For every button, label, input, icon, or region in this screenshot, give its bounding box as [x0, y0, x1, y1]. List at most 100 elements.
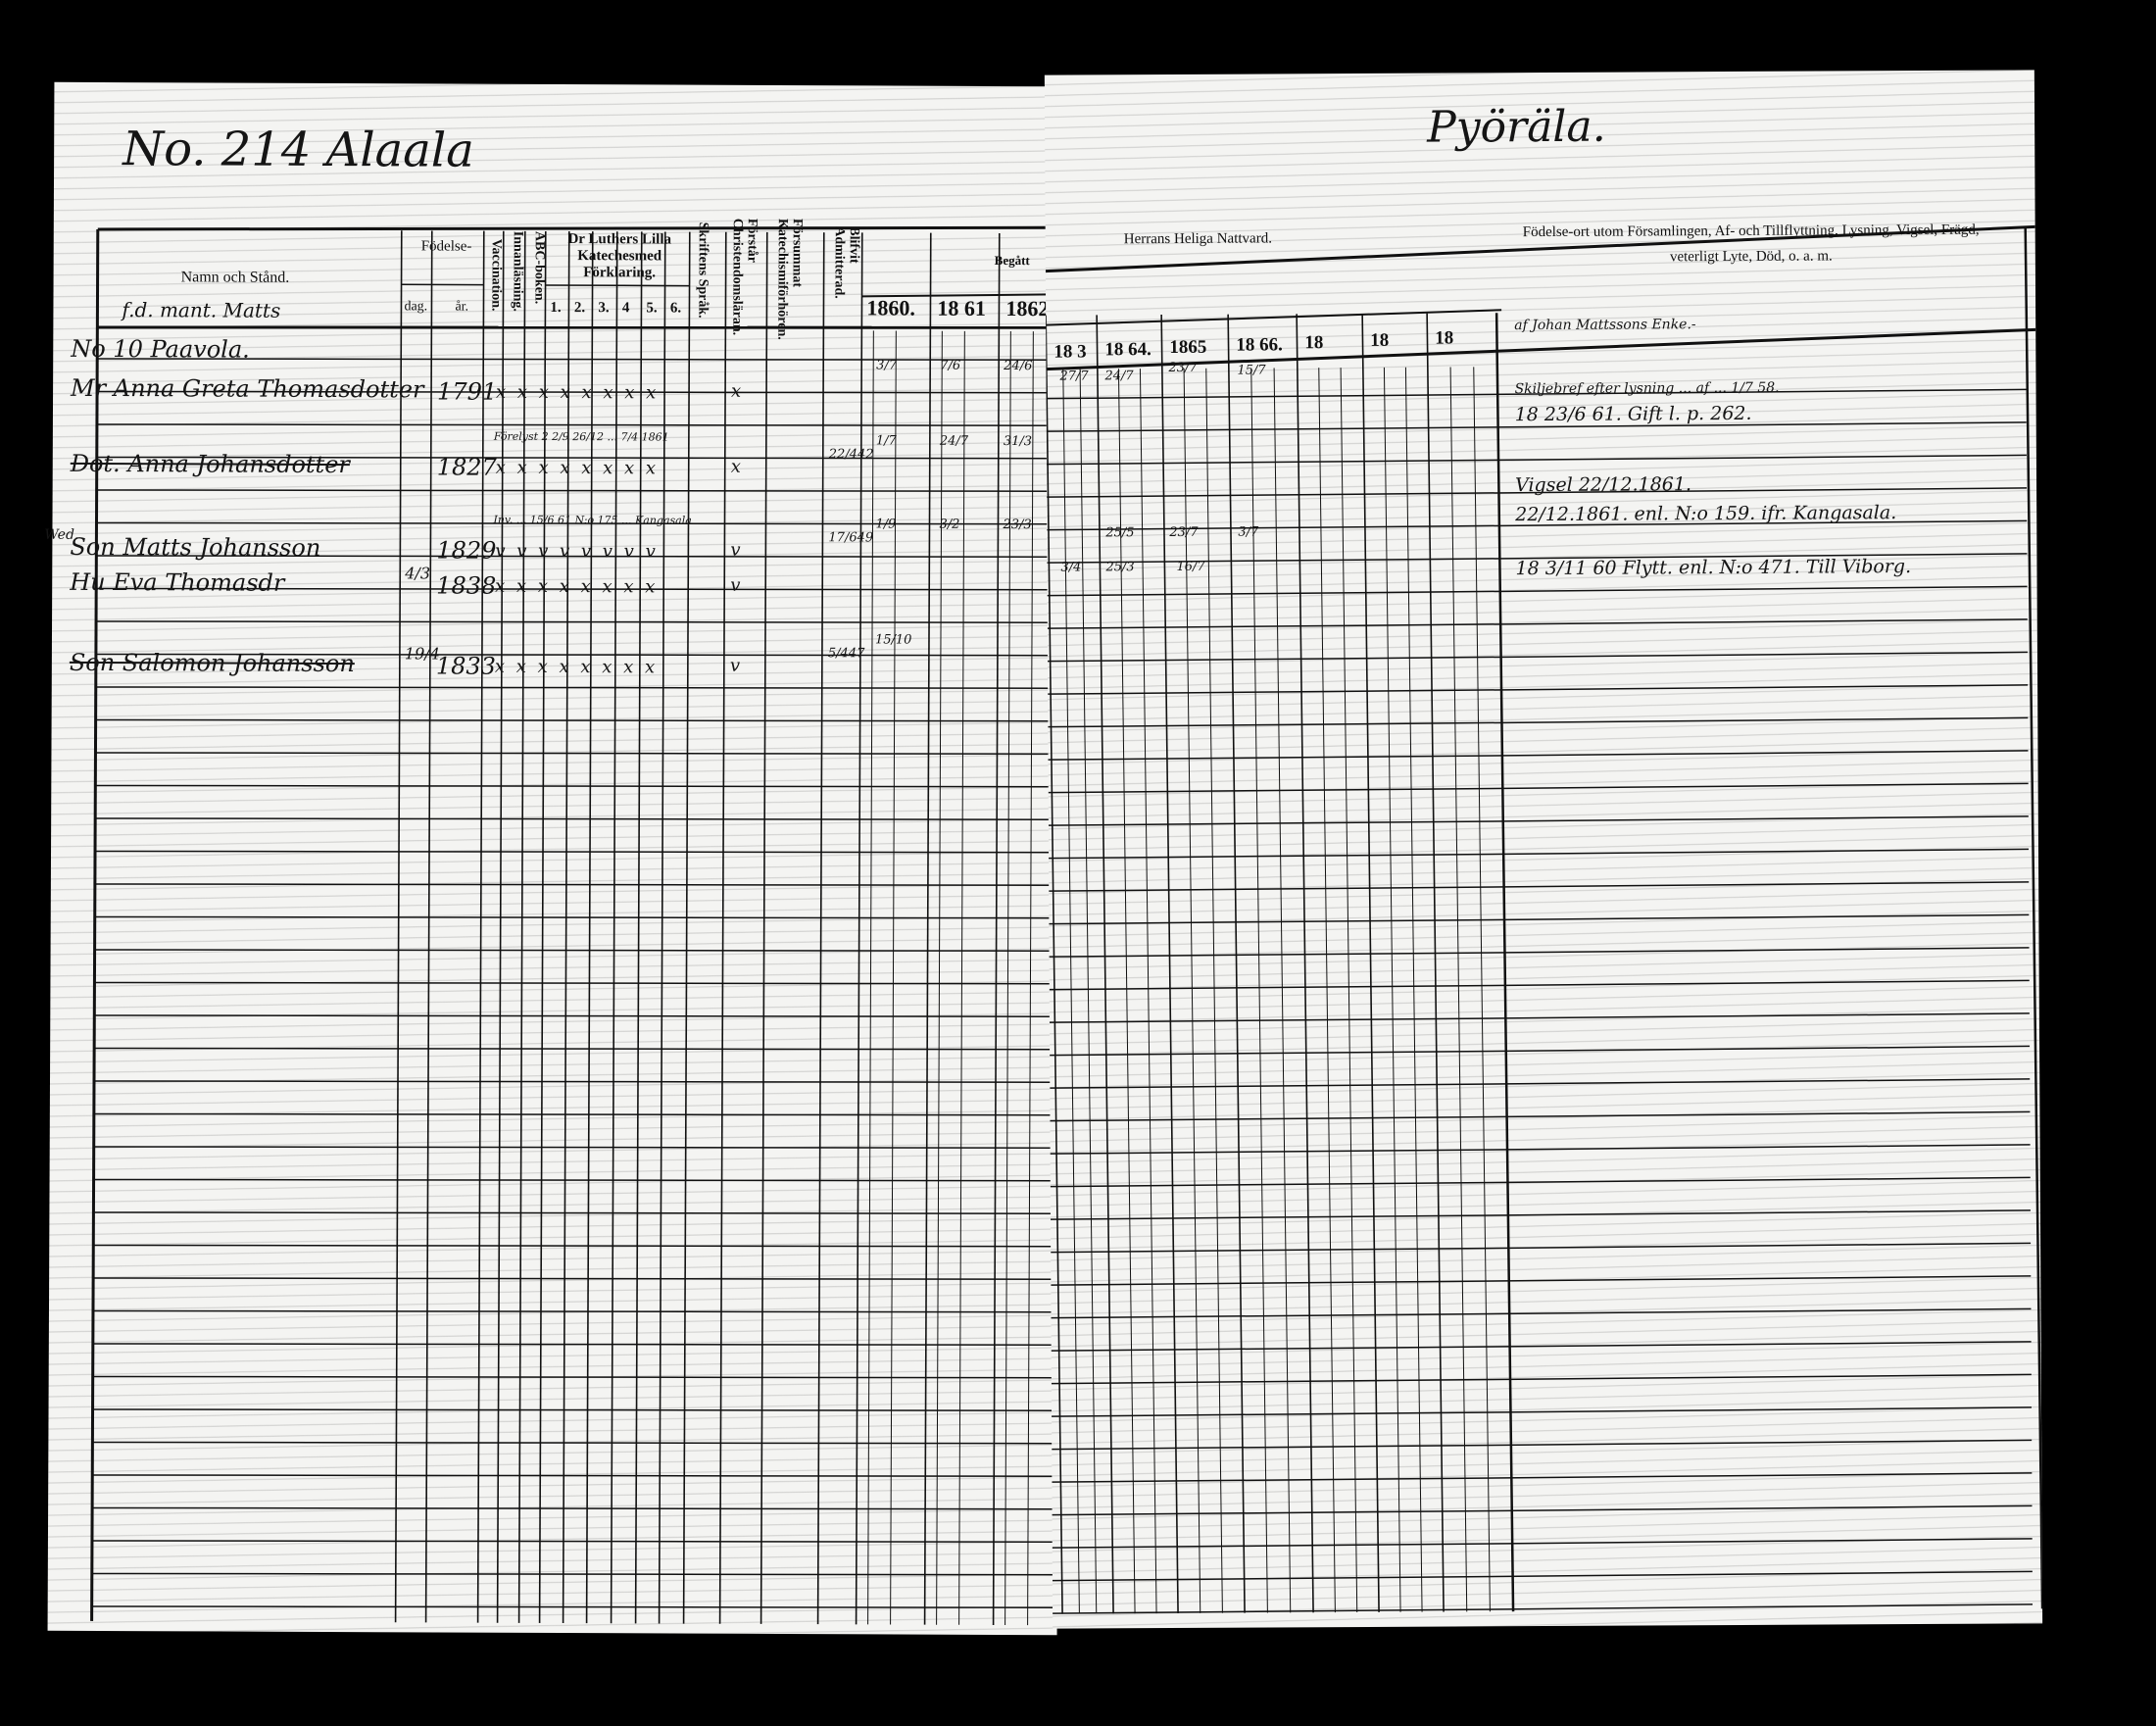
row-rule — [1053, 1603, 2034, 1614]
column-rule — [496, 230, 505, 1623]
column-rule — [610, 231, 618, 1624]
remark-entry: 18 3/11 60 Flytt. enl. N:o 471. Till Vib… — [1515, 556, 1912, 580]
row-rule — [1050, 1110, 2031, 1122]
row-marks: x x x x x x x x — [495, 457, 660, 479]
column-rule — [760, 231, 768, 1624]
row-rule — [95, 850, 1061, 854]
remark-entry: af Johan Mattssons Enke.- — [1514, 317, 1696, 334]
row-rule — [1051, 1307, 2032, 1319]
sub-column-rule — [1004, 331, 1011, 1626]
column-rule — [1426, 313, 1445, 1612]
right-page: Pyöräla. Herrans Heliga Nattvard. Födels… — [1044, 70, 2043, 1629]
row-rule — [1051, 1275, 2032, 1286]
row-birth-year: 1791 — [437, 377, 498, 406]
communion-mark: 24/7 — [1104, 369, 1134, 384]
row-name: Dot. Anna Johansdotter — [70, 449, 350, 479]
row-rule — [1052, 1538, 2033, 1549]
row-rule — [92, 1474, 1058, 1477]
row-rule — [1048, 684, 2029, 695]
communion-mark: 23/7 — [1168, 360, 1198, 375]
sub-column-rule — [1139, 369, 1157, 1614]
row-rule — [93, 1244, 1059, 1248]
col-birth-day: dag. — [404, 299, 428, 315]
communion-mark: 15/7 — [1237, 363, 1266, 378]
row-rule — [1050, 1144, 2031, 1155]
row-rule — [1052, 1504, 2033, 1516]
row-rule — [92, 1441, 1058, 1445]
row-birth-year: 1827 — [436, 453, 497, 481]
column-rule — [682, 231, 691, 1624]
col-birth-year: år. — [455, 299, 469, 315]
col-name-subheader: f.d. mant. Matts — [122, 298, 281, 322]
sub-column-rule — [890, 330, 897, 1625]
row-rule — [1047, 553, 2028, 564]
row-rule — [1049, 947, 2030, 958]
communion-mark: 3/4 — [1060, 560, 1082, 575]
row-rule — [96, 456, 1062, 460]
row-communion-date: 31/3 — [1003, 433, 1033, 450]
catechism-part-label: 2. — [573, 300, 586, 317]
column-rule — [394, 230, 403, 1623]
col-scripture: Skriftens Språk. — [695, 222, 710, 319]
column-rule — [1096, 315, 1114, 1614]
remarks-title: Födelse-ort utom Församlingen, Af- och T… — [1522, 222, 1980, 266]
sub-column-rule — [1340, 368, 1358, 1613]
row-rule — [1051, 1373, 2032, 1385]
communion-mark: 16/7 — [1176, 559, 1205, 574]
column-rule — [1045, 315, 1063, 1614]
row-rule — [95, 752, 1061, 755]
row-rule — [95, 817, 1061, 820]
row-rule — [97, 358, 1063, 362]
column-rule — [923, 232, 932, 1625]
row-rule — [93, 1178, 1059, 1182]
register-row: Hu Eva Thomasdr 4/3 1838 x x x x x x x x v — [52, 564, 1061, 606]
row-communion-date: 3/2 — [939, 517, 960, 532]
column-rule — [816, 232, 825, 1625]
sub-column-rule — [1079, 369, 1098, 1614]
row-christendom-mark: v — [729, 655, 741, 676]
col-vaccination: Vaccination. — [488, 238, 504, 312]
begatt-subrule — [861, 293, 1063, 298]
table-top-rule — [97, 225, 1063, 231]
row-communion-date: 24/7 — [939, 433, 969, 449]
remark-entry: Vigsel 22/12.1861. — [1514, 473, 1692, 497]
page-heading: No. 214 Alaala — [122, 122, 474, 178]
communion-year: 18 — [1435, 327, 1454, 349]
row-rule — [1049, 913, 2030, 925]
sub-column-rule — [1250, 368, 1268, 1613]
row-rule — [91, 1572, 1057, 1576]
communion-year: 18 66. — [1236, 334, 1283, 356]
row-rule — [1049, 848, 2030, 860]
register-row: Mr Anna Greta Thomasdotter 1791 x x x x x … — [53, 358, 1062, 412]
row-name: Son Salomon Johansson — [69, 648, 355, 678]
row-rule — [1052, 1406, 2032, 1417]
communion-year: 18 3 — [1054, 341, 1087, 363]
row-rule — [1050, 1209, 2031, 1220]
row-birth-year: 1833 — [435, 652, 496, 680]
row-marks: v v v v v v v v — [495, 540, 659, 563]
row-marks: x x x x x x x x — [496, 381, 660, 404]
column-rule — [1227, 314, 1246, 1613]
catechism-part-label: 5. — [646, 300, 658, 317]
row-rule — [93, 1211, 1059, 1214]
sub-column-rule — [1404, 367, 1423, 1612]
sub-column-rule — [958, 330, 965, 1625]
row-rule — [1048, 716, 2029, 728]
col-admitted: Blifvit Admitterad. — [831, 226, 861, 299]
column-rule — [1296, 314, 1314, 1613]
col-name-header: Namn och Stånd. — [180, 269, 290, 286]
communion-year: 18 64. — [1104, 339, 1152, 361]
col-missed: Försummat Katechismiförhören. — [774, 218, 805, 340]
row-christendom-mark: v — [730, 574, 741, 596]
row-rule — [92, 1375, 1058, 1379]
column-rule — [855, 232, 863, 1625]
row-rule — [92, 1309, 1058, 1313]
row-rule — [1050, 1078, 2031, 1089]
row-rule — [91, 1605, 1057, 1608]
row-rule — [1052, 1570, 2033, 1582]
communion-mark: 25/5 — [1105, 525, 1135, 541]
year-subrule — [1046, 309, 1502, 326]
header-bottom-rule — [97, 325, 1063, 329]
column-rule — [517, 230, 526, 1623]
row-rule — [94, 949, 1060, 952]
